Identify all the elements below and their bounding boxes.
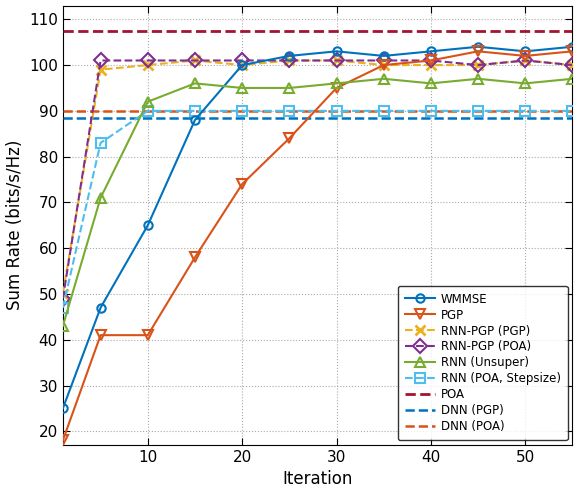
RNN-PGP (POA) bbox=[144, 57, 151, 63]
PGP bbox=[475, 48, 481, 54]
WMMSE bbox=[333, 48, 340, 54]
RNN (Unsuper) bbox=[522, 81, 529, 86]
PGP bbox=[569, 48, 576, 54]
PGP bbox=[522, 53, 529, 59]
POA bbox=[50, 28, 57, 34]
RNN-PGP (POA) bbox=[333, 57, 340, 63]
RNN (POA, Stepsize) bbox=[427, 108, 434, 114]
WMMSE bbox=[191, 117, 198, 123]
POA bbox=[60, 28, 66, 34]
RNN-PGP (PGP) bbox=[239, 62, 246, 68]
WMMSE bbox=[97, 305, 104, 311]
RNN (Unsuper) bbox=[475, 76, 481, 82]
WMMSE bbox=[522, 48, 529, 54]
RNN (Unsuper) bbox=[569, 76, 576, 82]
RNN (POA, Stepsize) bbox=[380, 108, 387, 114]
RNN (POA, Stepsize) bbox=[97, 140, 104, 146]
RNN-PGP (PGP) bbox=[286, 57, 293, 63]
Legend: WMMSE, PGP, RNN-PGP (PGP), RNN-PGP (POA), RNN (Unsuper), RNN (POA, Stepsize), PO: WMMSE, PGP, RNN-PGP (PGP), RNN-PGP (POA)… bbox=[398, 286, 568, 440]
Line: WMMSE: WMMSE bbox=[59, 42, 577, 412]
PGP bbox=[191, 254, 198, 260]
RNN (Unsuper) bbox=[60, 323, 66, 329]
DNN (PGP) bbox=[60, 115, 66, 121]
RNN-PGP (POA) bbox=[475, 62, 481, 68]
RNN (Unsuper) bbox=[144, 99, 151, 105]
RNN (POA, Stepsize) bbox=[569, 108, 576, 114]
PGP bbox=[239, 181, 246, 187]
RNN-PGP (PGP) bbox=[522, 57, 529, 63]
PGP bbox=[144, 332, 151, 338]
RNN (Unsuper) bbox=[97, 195, 104, 201]
DNN (POA) bbox=[60, 108, 66, 114]
RNN (POA, Stepsize) bbox=[475, 108, 481, 114]
RNN-PGP (POA) bbox=[97, 57, 104, 63]
Line: RNN (Unsuper): RNN (Unsuper) bbox=[58, 74, 577, 331]
RNN (POA, Stepsize) bbox=[191, 108, 198, 114]
WMMSE bbox=[286, 53, 293, 59]
RNN-PGP (PGP) bbox=[60, 291, 66, 297]
RNN-PGP (PGP) bbox=[569, 62, 576, 68]
PGP bbox=[97, 332, 104, 338]
RNN-PGP (PGP) bbox=[97, 67, 104, 73]
RNN-PGP (PGP) bbox=[427, 62, 434, 68]
Y-axis label: Sum Rate (bits/s/Hz): Sum Rate (bits/s/Hz) bbox=[6, 140, 24, 311]
RNN-PGP (POA) bbox=[569, 62, 576, 68]
RNN (Unsuper) bbox=[380, 76, 387, 82]
DNN (POA) bbox=[50, 108, 57, 114]
RNN-PGP (POA) bbox=[191, 57, 198, 63]
Line: RNN-PGP (POA): RNN-PGP (POA) bbox=[58, 56, 577, 303]
RNN-PGP (POA) bbox=[286, 57, 293, 63]
WMMSE bbox=[380, 53, 387, 59]
WMMSE bbox=[144, 222, 151, 228]
RNN-PGP (PGP) bbox=[380, 62, 387, 68]
RNN (POA, Stepsize) bbox=[286, 108, 293, 114]
RNN (POA, Stepsize) bbox=[60, 305, 66, 311]
DNN (PGP) bbox=[50, 115, 57, 121]
RNN (POA, Stepsize) bbox=[239, 108, 246, 114]
RNN (POA, Stepsize) bbox=[333, 108, 340, 114]
RNN-PGP (POA) bbox=[427, 57, 434, 63]
WMMSE bbox=[239, 62, 246, 68]
WMMSE bbox=[475, 44, 481, 50]
Line: PGP: PGP bbox=[58, 46, 577, 445]
RNN (Unsuper) bbox=[286, 85, 293, 91]
PGP bbox=[286, 135, 293, 141]
RNN-PGP (POA) bbox=[60, 295, 66, 301]
RNN (Unsuper) bbox=[191, 81, 198, 86]
WMMSE bbox=[60, 406, 66, 412]
PGP bbox=[60, 438, 66, 444]
RNN-PGP (POA) bbox=[522, 57, 529, 63]
RNN-PGP (POA) bbox=[239, 57, 246, 63]
RNN (Unsuper) bbox=[427, 81, 434, 86]
Line: RNN (POA, Stepsize): RNN (POA, Stepsize) bbox=[58, 106, 577, 313]
PGP bbox=[333, 85, 340, 91]
WMMSE bbox=[569, 44, 576, 50]
WMMSE bbox=[427, 48, 434, 54]
RNN (Unsuper) bbox=[333, 81, 340, 86]
Line: RNN-PGP (PGP): RNN-PGP (PGP) bbox=[58, 56, 577, 299]
RNN-PGP (POA) bbox=[380, 57, 387, 63]
RNN-PGP (PGP) bbox=[475, 62, 481, 68]
RNN (POA, Stepsize) bbox=[522, 108, 529, 114]
RNN (Unsuper) bbox=[239, 85, 246, 91]
RNN (POA, Stepsize) bbox=[144, 108, 151, 114]
X-axis label: Iteration: Iteration bbox=[283, 470, 353, 489]
RNN-PGP (PGP) bbox=[333, 57, 340, 63]
RNN-PGP (PGP) bbox=[144, 62, 151, 68]
RNN-PGP (PGP) bbox=[191, 57, 198, 63]
PGP bbox=[427, 57, 434, 63]
PGP bbox=[380, 62, 387, 68]
